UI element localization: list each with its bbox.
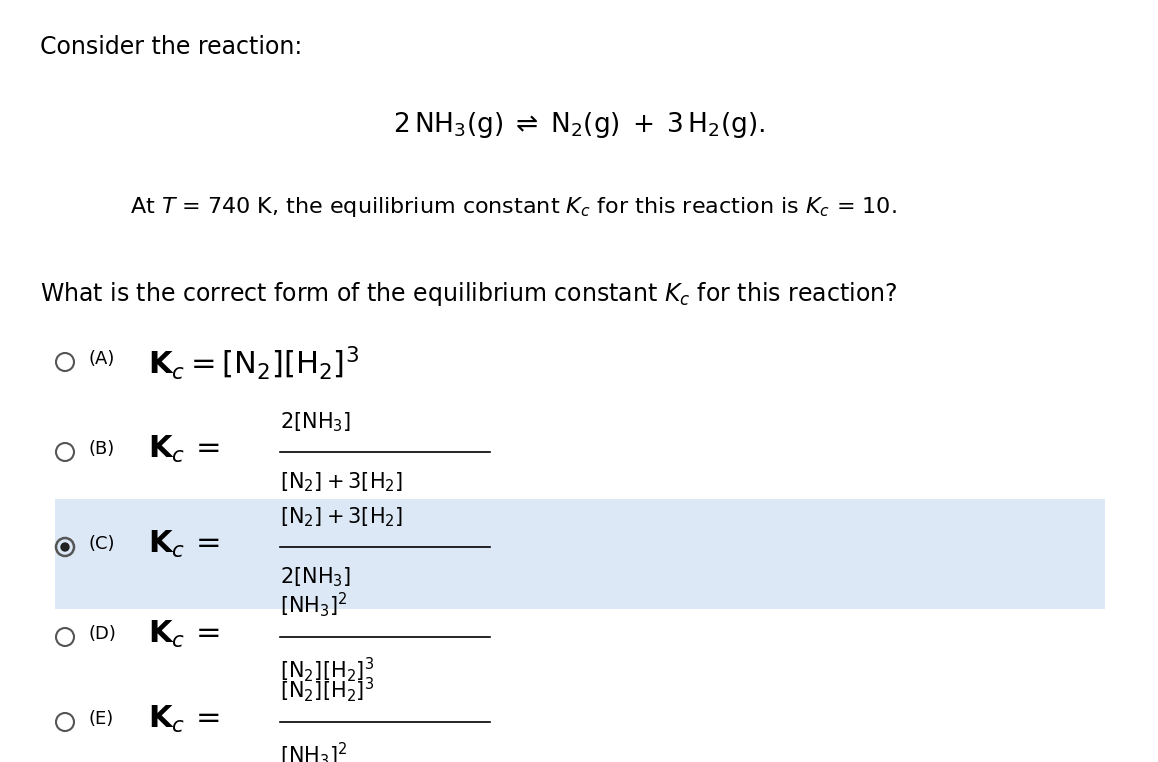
Circle shape	[60, 543, 69, 552]
Text: $\left[\mathrm{N_2}\right]+3\left[\mathrm{H_2}\right]$: $\left[\mathrm{N_2}\right]+3\left[\mathr…	[280, 505, 403, 529]
Text: Consider the reaction:: Consider the reaction:	[41, 35, 302, 59]
Text: (B): (B)	[88, 440, 115, 458]
Text: $2\left[\mathrm{NH_3}\right]$: $2\left[\mathrm{NH_3}\right]$	[280, 411, 351, 434]
Text: (E): (E)	[88, 710, 113, 728]
Text: $\mathbf{K}_c = [\mathrm{N_2}][\mathrm{H_2}]^3$: $\mathbf{K}_c = [\mathrm{N_2}][\mathrm{H…	[148, 344, 359, 382]
Text: $\mathbf{K}_c\,=$: $\mathbf{K}_c\,=$	[148, 619, 220, 650]
Text: $\mathbf{K}_c\,=$: $\mathbf{K}_c\,=$	[148, 434, 220, 465]
Text: (A): (A)	[88, 350, 115, 368]
Text: What is the correct form of the equilibrium constant $K_c$ for this reaction?: What is the correct form of the equilibr…	[41, 280, 897, 308]
Text: (D): (D)	[88, 625, 116, 643]
Text: $2\left[\mathrm{NH_3}\right]$: $2\left[\mathrm{NH_3}\right]$	[280, 565, 351, 588]
Text: $\left[\mathrm{N_2}\right]+3\left[\mathrm{H_2}\right]$: $\left[\mathrm{N_2}\right]+3\left[\mathr…	[280, 470, 403, 494]
Text: $\mathbf{K}_c\,=$: $\mathbf{K}_c\,=$	[148, 529, 220, 560]
FancyBboxPatch shape	[54, 499, 1105, 609]
Text: At $\mathit{T}$ = 740 K, the equilibrium constant $K_c$ for this reaction is $K_: At $\mathit{T}$ = 740 K, the equilibrium…	[130, 195, 896, 219]
Text: $\mathregular{2\,NH_3(g)\;\rightleftharpoons\;N_2(g)\;+\;3\,H_2(g).}$: $\mathregular{2\,NH_3(g)\;\rightleftharp…	[393, 110, 765, 140]
Text: $\left[\mathrm{NH_3}\right]^2$: $\left[\mathrm{NH_3}\right]^2$	[280, 740, 347, 762]
Text: $\mathbf{K}_c\,=$: $\mathbf{K}_c\,=$	[148, 704, 220, 735]
Text: $\left[\mathrm{NH_3}\right]^2$: $\left[\mathrm{NH_3}\right]^2$	[280, 591, 347, 619]
Text: (C): (C)	[88, 535, 115, 553]
Text: $\left[\mathrm{N_2}\right]\left[\mathrm{H_2}\right]^3$: $\left[\mathrm{N_2}\right]\left[\mathrm{…	[280, 655, 374, 684]
Text: $\left[\mathrm{N_2}\right]\left[\mathrm{H_2}\right]^3$: $\left[\mathrm{N_2}\right]\left[\mathrm{…	[280, 675, 374, 704]
